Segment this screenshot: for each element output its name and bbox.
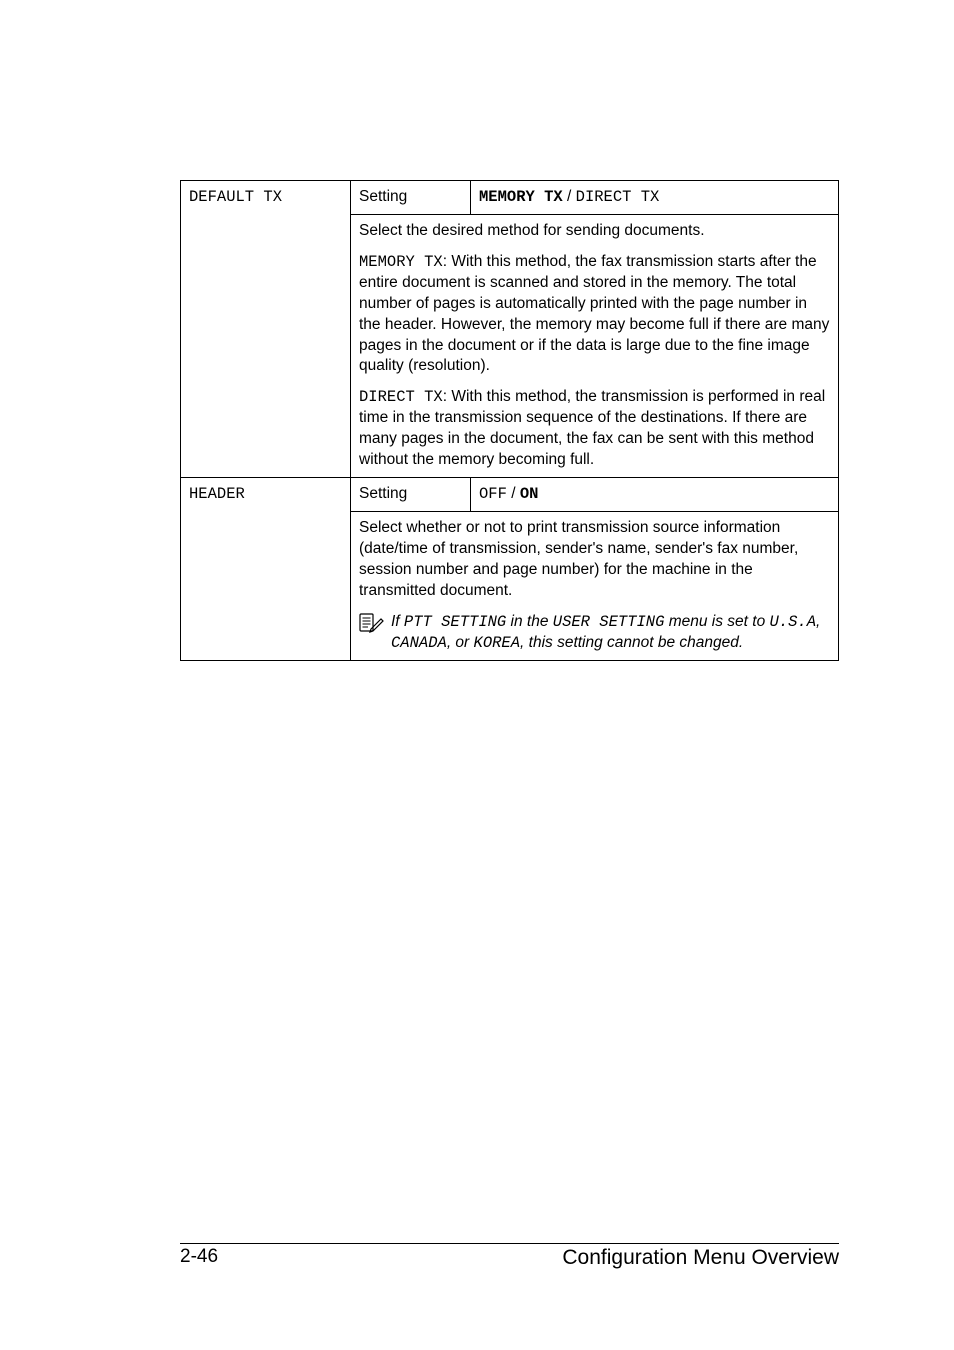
page-content: DEFAULT TXSettingMEMORY TX / DIRECT TXSe… (0, 0, 954, 661)
param-name: HEADER (181, 478, 351, 660)
setting-label: Setting (351, 478, 471, 512)
setting-value: OFF / ON (471, 478, 839, 512)
desc-text: Select whether or not to print transmiss… (359, 518, 830, 602)
desc-text: Select the desired method for sending do… (359, 221, 830, 242)
param-description: Select whether or not to print transmiss… (351, 511, 839, 660)
page-footer: 2-46 Configuration Menu Overview (180, 1243, 839, 1270)
desc-text: MEMORY TX: With this method, the fax tra… (359, 252, 830, 378)
page-title: Configuration Menu Overview (562, 1246, 839, 1270)
note-text: If PTT SETTING in the USER SETTING menu … (391, 612, 830, 654)
desc-text: DIRECT TX: With this method, the transmi… (359, 387, 830, 471)
setting-value: MEMORY TX / DIRECT TX (471, 181, 839, 215)
note-icon (359, 613, 385, 640)
param-name: DEFAULT TX (181, 181, 351, 478)
note: If PTT SETTING in the USER SETTING menu … (359, 612, 830, 654)
page-number: 2-46 (180, 1246, 218, 1270)
settings-table: DEFAULT TXSettingMEMORY TX / DIRECT TXSe… (180, 180, 839, 661)
param-description: Select the desired method for sending do… (351, 214, 839, 477)
setting-label: Setting (351, 181, 471, 215)
